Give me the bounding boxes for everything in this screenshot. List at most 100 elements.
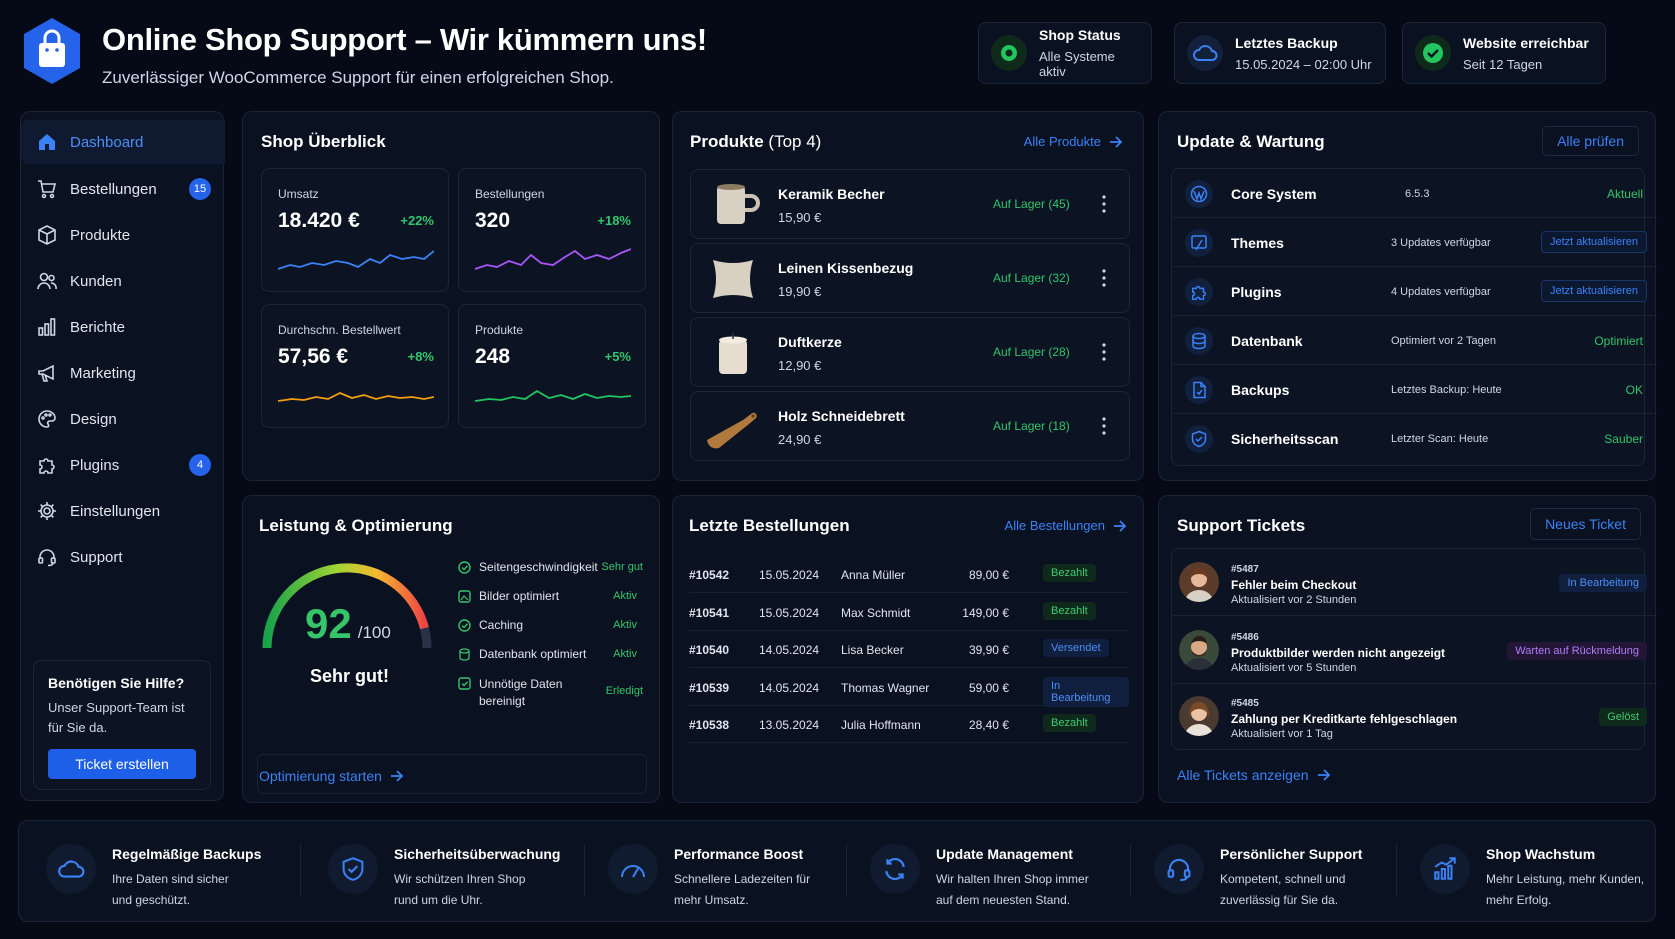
order-date: 15.05.2024 bbox=[759, 568, 820, 582]
metric-produkte: Produkte 248 +5% bbox=[458, 304, 646, 428]
more-menu-icon[interactable] bbox=[1101, 192, 1107, 216]
order-row[interactable]: #10539 14.05.2024 Thomas Wagner 59,00 € In B… bbox=[689, 669, 1129, 707]
update-row-backups: Backups Letztes Backup: Heute OK bbox=[1171, 366, 1657, 414]
status-label: Sauber bbox=[1604, 432, 1643, 446]
update-now-button[interactable]: Jetzt aktualisieren bbox=[1540, 231, 1647, 253]
sidebar-item-kunden[interactable]: Kunden bbox=[21, 259, 225, 303]
order-amount: 28,40 € bbox=[968, 718, 1009, 732]
order-row[interactable]: #10540 14.05.2024 Lisa Becker 39,90 € Versen… bbox=[689, 631, 1129, 668]
new-ticket-button[interactable]: Neues Ticket bbox=[1530, 508, 1641, 540]
sidebar-item-berichte[interactable]: Berichte bbox=[21, 305, 225, 349]
all-products-link[interactable]: Alle Produkte bbox=[1024, 134, 1123, 149]
sidebar-item-marketing[interactable]: Marketing bbox=[21, 351, 225, 395]
megaphone-icon bbox=[38, 364, 54, 382]
order-amount: 39,90 € bbox=[968, 643, 1009, 657]
update-row-plugins: Plugins 4 Updates verfügbar Jetzt aktual… bbox=[1171, 268, 1657, 316]
bestellwert-sparkline bbox=[278, 392, 434, 402]
update-row-security: Sicherheitsscan Letzter Scan: Heute Saub… bbox=[1171, 415, 1657, 463]
image-icon bbox=[458, 590, 471, 603]
order-amount: 89,00 € bbox=[968, 568, 1009, 582]
speedometer-icon bbox=[608, 844, 658, 894]
ticket-item[interactable]: #5487 Fehler beim Checkout Aktualisiert … bbox=[1171, 552, 1657, 616]
help-title: Benötigen Sie Hilfe? bbox=[48, 675, 185, 691]
create-ticket-button[interactable]: Ticket erstellen bbox=[48, 749, 196, 779]
order-row[interactable]: #10542 15.05.2024 Anna Müller 89,00 € Bezahl… bbox=[689, 556, 1129, 593]
update-now-button[interactable]: Jetzt aktualisieren bbox=[1540, 280, 1647, 302]
more-menu-icon[interactable] bbox=[1101, 414, 1107, 438]
performance-card: Leistung & Optimierung 92 /100 Sehr gut!… bbox=[242, 495, 660, 803]
palette-icon bbox=[38, 410, 56, 428]
score-gauge bbox=[262, 563, 432, 649]
sidebar-item-produkte[interactable]: Produkte bbox=[21, 213, 225, 257]
customer-name: Lisa Becker bbox=[841, 643, 904, 657]
product-item[interactable]: Duftkerze 12,90 € Auf Lager (28) bbox=[690, 317, 1130, 387]
sidebar-item-support[interactable]: Support bbox=[21, 535, 225, 579]
home-icon bbox=[39, 134, 55, 150]
ticket-item[interactable]: #5485 Zahlung per Kreditkarte fehlgeschl… bbox=[1171, 686, 1657, 750]
start-optimization-link[interactable]: Optimierung starten bbox=[259, 768, 404, 784]
order-date: 14.05.2024 bbox=[759, 680, 820, 695]
product-item[interactable]: Holz Schneidebrett 24,90 € Auf Lager (18… bbox=[690, 391, 1130, 461]
more-menu-icon[interactable] bbox=[1101, 340, 1107, 364]
check-status: Sehr gut bbox=[601, 561, 643, 573]
status-badge: In Bearbeitung bbox=[1043, 676, 1129, 707]
update-row-themes: Themes 3 Updates verfügbar Jetzt aktuali… bbox=[1171, 219, 1657, 267]
headset-icon bbox=[38, 549, 56, 567]
avatar bbox=[1179, 696, 1219, 736]
check-item: Seitengeschwindigkeit bbox=[458, 560, 598, 574]
arrow-right-icon bbox=[1114, 519, 1127, 532]
shop-status-card: Shop Status Alle Systeme aktiv bbox=[978, 22, 1152, 84]
refresh-icon bbox=[870, 844, 920, 894]
status-label: OK bbox=[1625, 383, 1643, 397]
recent-orders-card: Letzte Bestellungen Alle Bestellungen #1… bbox=[672, 495, 1144, 803]
customer-name: Anna Müller bbox=[841, 568, 906, 582]
order-row[interactable]: #10538 13.05.2024 Julia Hoffmann 28,40 € Bez… bbox=[689, 706, 1129, 743]
check-circle-icon bbox=[458, 619, 471, 632]
overview-title: Shop Überblick bbox=[261, 132, 386, 151]
orders-count-badge: 15 bbox=[189, 178, 211, 200]
status-badge: In Bearbeitung bbox=[1559, 574, 1647, 592]
sidebar-item-einstellungen[interactable]: Einstellungen bbox=[21, 489, 225, 533]
bestellungen-sparkline bbox=[475, 248, 631, 270]
check-all-button[interactable]: Alle prüfen bbox=[1542, 126, 1639, 156]
help-box: Benötigen Sie Hilfe? Unser Support-Team … bbox=[33, 660, 211, 790]
help-text: Unser Support-Team ist für Sie da. bbox=[48, 700, 185, 735]
candle-image bbox=[719, 333, 747, 374]
order-date: 13.05.2024 bbox=[759, 718, 820, 732]
customer-name: Max Schmidt bbox=[841, 605, 911, 620]
order-date: 15.05.2024 bbox=[759, 605, 820, 620]
check-item: Datenbank optimiert bbox=[458, 647, 586, 661]
page-subtitle: Zuverlässiger WooCommerce Support für ei… bbox=[102, 68, 614, 87]
stock-status: Auf Lager (18) bbox=[993, 419, 1070, 433]
customer-name: Julia Hoffmann bbox=[841, 718, 921, 732]
order-id: #10538 bbox=[689, 718, 730, 732]
features-bar bbox=[18, 820, 1656, 922]
product-item[interactable]: Keramik Becher 15,90 € Auf Lager (45) bbox=[690, 169, 1130, 239]
ticket-item[interactable]: #5486 Produktbilder werden nicht angezei… bbox=[1171, 620, 1657, 684]
shield-icon bbox=[1185, 425, 1213, 453]
sidebar-item-plugins[interactable]: Plugins 4 bbox=[21, 443, 225, 487]
updates-title: Update & Wartung bbox=[1177, 132, 1325, 151]
plugins-count-badge: 4 bbox=[189, 454, 211, 476]
more-menu-icon[interactable] bbox=[1101, 266, 1107, 290]
puzzle-icon bbox=[1185, 278, 1213, 306]
all-orders-link[interactable]: Alle Bestellungen bbox=[1005, 518, 1127, 533]
check-item: Bilder optimiert bbox=[458, 589, 559, 603]
product-item[interactable]: Leinen Kissenbezug 19,90 € Auf Lager (32… bbox=[690, 243, 1130, 313]
sidebar-item-dashboard[interactable]: Dashboard bbox=[21, 120, 225, 164]
status-label: Aktuell bbox=[1606, 187, 1643, 201]
sidebar: Dashboard Bestellungen 15 Produkte Kunde… bbox=[20, 111, 225, 801]
all-tickets-link[interactable]: Alle Tickets anzeigen bbox=[1177, 767, 1331, 783]
update-row-database: Datenbank Optimiert vor 2 Tagen Optimier… bbox=[1171, 317, 1657, 365]
growth-chart-icon bbox=[1420, 844, 1470, 894]
status-badge: Bezahlt bbox=[1043, 714, 1096, 732]
sidebar-item-design[interactable]: Design bbox=[21, 397, 225, 441]
order-row[interactable]: #10541 15.05.2024 Max Schmidt 149,00 € Bezah… bbox=[689, 594, 1129, 631]
stock-status: Auf Lager (32) bbox=[993, 271, 1070, 285]
sidebar-item-bestellungen[interactable]: Bestellungen 15 bbox=[21, 167, 225, 211]
cart-icon bbox=[38, 180, 57, 199]
stock-status: Auf Lager (45) bbox=[993, 197, 1070, 211]
arrow-right-icon bbox=[1317, 769, 1330, 781]
customer-name: Thomas Wagner bbox=[841, 680, 930, 695]
cutting-board-image bbox=[707, 412, 757, 449]
